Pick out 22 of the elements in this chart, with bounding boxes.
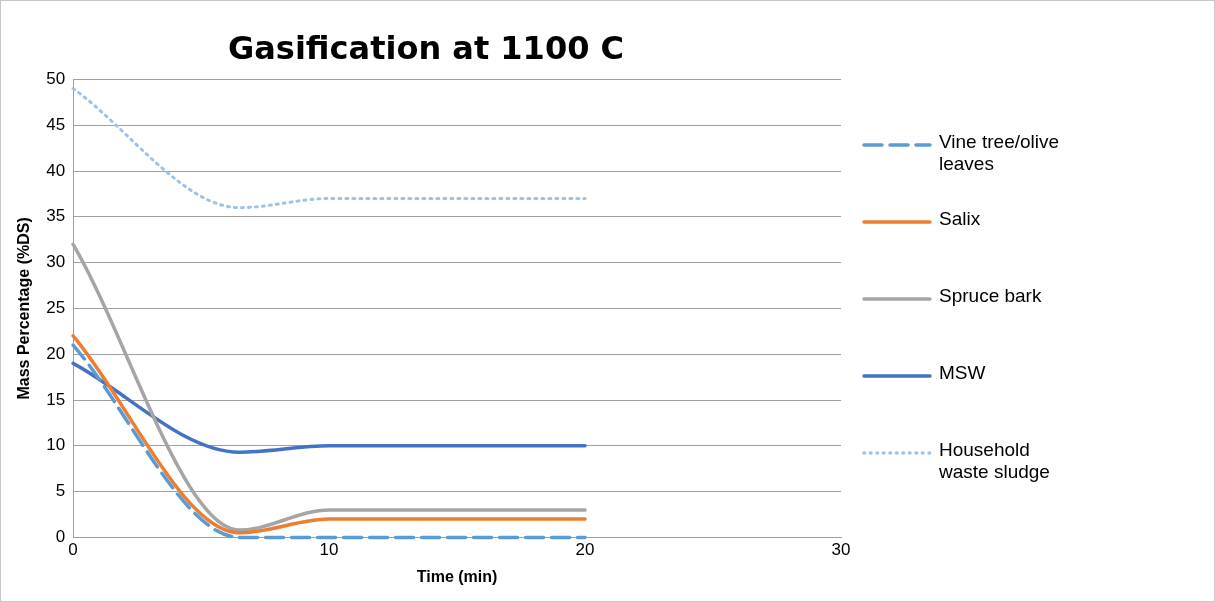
y-tick-label: 5: [55, 481, 66, 501]
x-tick-label: 30: [831, 540, 851, 560]
y-tick-label: 0: [55, 527, 66, 547]
y-tick-label: 20: [46, 343, 66, 363]
legend-label: Spruce bark: [939, 285, 1042, 307]
y-tick-label: 30: [46, 252, 66, 272]
legend-label: Household waste sludge: [939, 439, 1051, 483]
legend-label: MSW: [939, 362, 986, 384]
y-tick-label: 40: [46, 160, 66, 180]
y-tick-label: 50: [46, 69, 66, 89]
legend-label: Salix: [939, 208, 981, 230]
y-axis-title: Mass Percentage (%DS): [15, 217, 33, 400]
y-tick-label: 45: [46, 114, 66, 134]
y-tick-label: 10: [46, 435, 66, 455]
x-axis-title: Time (min): [416, 567, 498, 585]
chart-title: Gasification at 1100 C: [227, 28, 625, 67]
x-tick-label: 20: [575, 540, 595, 560]
y-tick-label: 15: [46, 389, 66, 409]
legend-label: Vine tree/olive leaves: [939, 131, 1061, 175]
y-tick-label: 25: [46, 298, 66, 318]
x-tick-label: 10: [319, 540, 339, 560]
y-tick-label: 35: [46, 206, 66, 226]
